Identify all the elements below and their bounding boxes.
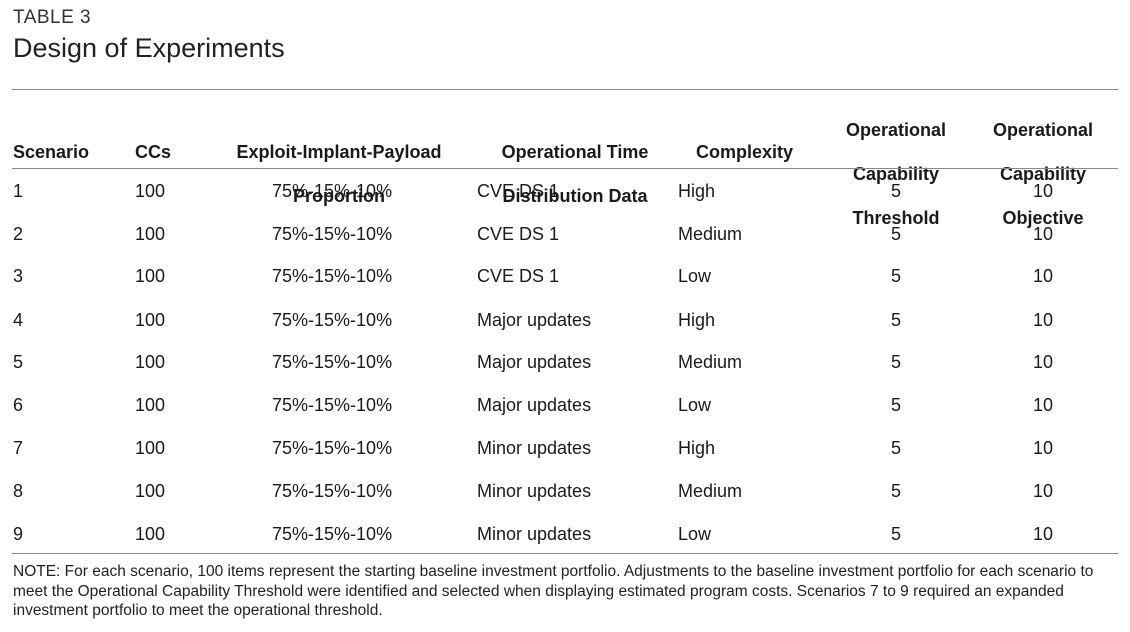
header-rule [12, 168, 1118, 169]
cell-distribution: Major updates [477, 310, 592, 330]
table-note: NOTE: For each scenario, 100 items repre… [13, 563, 1094, 619]
cell-complexity: Low [678, 524, 712, 544]
header-threshold-line3: Threshold [852, 208, 940, 228]
cell-scenario: 2 [13, 224, 24, 244]
cell-scenario: 9 [13, 524, 24, 544]
cell-complexity: High [678, 438, 716, 458]
cell-proportion: 75%-15%-10% [272, 524, 393, 544]
cell-proportion: 75%-15%-10% [272, 181, 393, 201]
cell-threshold: 5 [891, 266, 902, 286]
cell-objective: 10 [1033, 181, 1054, 201]
cell-scenario: 5 [13, 352, 24, 372]
header-distribution: Operational Time Distribution Data [490, 119, 660, 229]
cell-threshold: 5 [891, 352, 902, 372]
cell-ccs: 100 [135, 310, 166, 330]
cell-scenario: 6 [13, 395, 24, 415]
cell-threshold: 5 [891, 438, 902, 458]
header-threshold-line2: Capability [852, 164, 940, 184]
cell-distribution: CVE DS 1 [477, 224, 560, 244]
cell-complexity: Medium [678, 481, 743, 501]
header-ccs: CCs [135, 142, 172, 162]
cell-scenario: 7 [13, 438, 24, 458]
header-proportion-line2: Proportion [293, 186, 385, 206]
cell-scenario: 4 [13, 310, 24, 330]
cell-objective: 10 [1033, 524, 1054, 544]
cell-proportion: 75%-15%-10% [272, 266, 393, 286]
cell-proportion: 75%-15%-10% [272, 438, 393, 458]
cell-threshold: 5 [891, 181, 902, 201]
header-objective-line2: Capability [999, 164, 1087, 184]
cell-objective: 10 [1033, 481, 1054, 501]
cell-complexity: Medium [678, 352, 743, 372]
cell-complexity: Medium [678, 224, 743, 244]
cell-distribution: Minor updates [477, 481, 592, 501]
cell-ccs: 100 [135, 524, 166, 544]
header-distribution-line1: Operational Time [501, 142, 649, 162]
cell-distribution: Major updates [477, 352, 592, 372]
bottom-rule [12, 553, 1118, 554]
cell-proportion: 75%-15%-10% [272, 395, 393, 415]
cell-objective: 10 [1033, 438, 1054, 458]
cell-distribution: Minor updates [477, 438, 592, 458]
cell-threshold: 5 [891, 481, 902, 501]
cell-scenario: 8 [13, 481, 24, 501]
cell-ccs: 100 [135, 224, 166, 244]
cell-ccs: 100 [135, 481, 166, 501]
cell-objective: 10 [1033, 352, 1054, 372]
header-proportion: Exploit-Implant-Payload Proportion [228, 119, 450, 229]
cell-proportion: 75%-15%-10% [272, 481, 393, 501]
cell-proportion: 75%-15%-10% [272, 310, 393, 330]
cell-distribution: Minor updates [477, 524, 592, 544]
cell-threshold: 5 [891, 310, 902, 330]
cell-proportion: 75%-15%-10% [272, 224, 393, 244]
cell-ccs: 100 [135, 181, 166, 201]
top-rule [12, 89, 1118, 90]
cell-complexity: High [678, 181, 716, 201]
header-objective-line3: Objective [1002, 208, 1084, 228]
cell-ccs: 100 [135, 395, 166, 415]
header-threshold: Operational Capability Threshold [836, 97, 956, 251]
cell-objective: 10 [1033, 266, 1054, 286]
cell-threshold: 5 [891, 524, 902, 544]
cell-scenario: 1 [13, 181, 24, 201]
cell-objective: 10 [1033, 224, 1054, 244]
cell-ccs: 100 [135, 352, 166, 372]
cell-distribution: CVE DS 1 [477, 181, 560, 201]
cell-scenario: 3 [13, 266, 24, 286]
header-proportion-line1: Exploit-Implant-Payload [236, 142, 442, 162]
cell-threshold: 5 [891, 395, 902, 415]
header-threshold-line1: Operational [845, 120, 947, 140]
header-objective-line1: Operational [992, 120, 1094, 140]
cell-objective: 10 [1033, 395, 1054, 415]
header-complexity: Complexity [696, 142, 794, 162]
header-scenario: Scenario [13, 142, 90, 162]
table-label: TABLE 3 [13, 7, 92, 28]
cell-proportion: 75%-15%-10% [272, 352, 393, 372]
cell-distribution: CVE DS 1 [477, 266, 560, 286]
cell-objective: 10 [1033, 310, 1054, 330]
cell-complexity: Low [678, 266, 712, 286]
cell-complexity: Low [678, 395, 712, 415]
table-title: Design of Experiments [13, 33, 285, 63]
cell-distribution: Major updates [477, 395, 592, 415]
header-objective: Operational Capability Objective [983, 97, 1103, 251]
cell-ccs: 100 [135, 266, 166, 286]
header-distribution-line2: Distribution Data [502, 186, 648, 206]
cell-ccs: 100 [135, 438, 166, 458]
cell-complexity: High [678, 310, 716, 330]
cell-threshold: 5 [891, 224, 902, 244]
